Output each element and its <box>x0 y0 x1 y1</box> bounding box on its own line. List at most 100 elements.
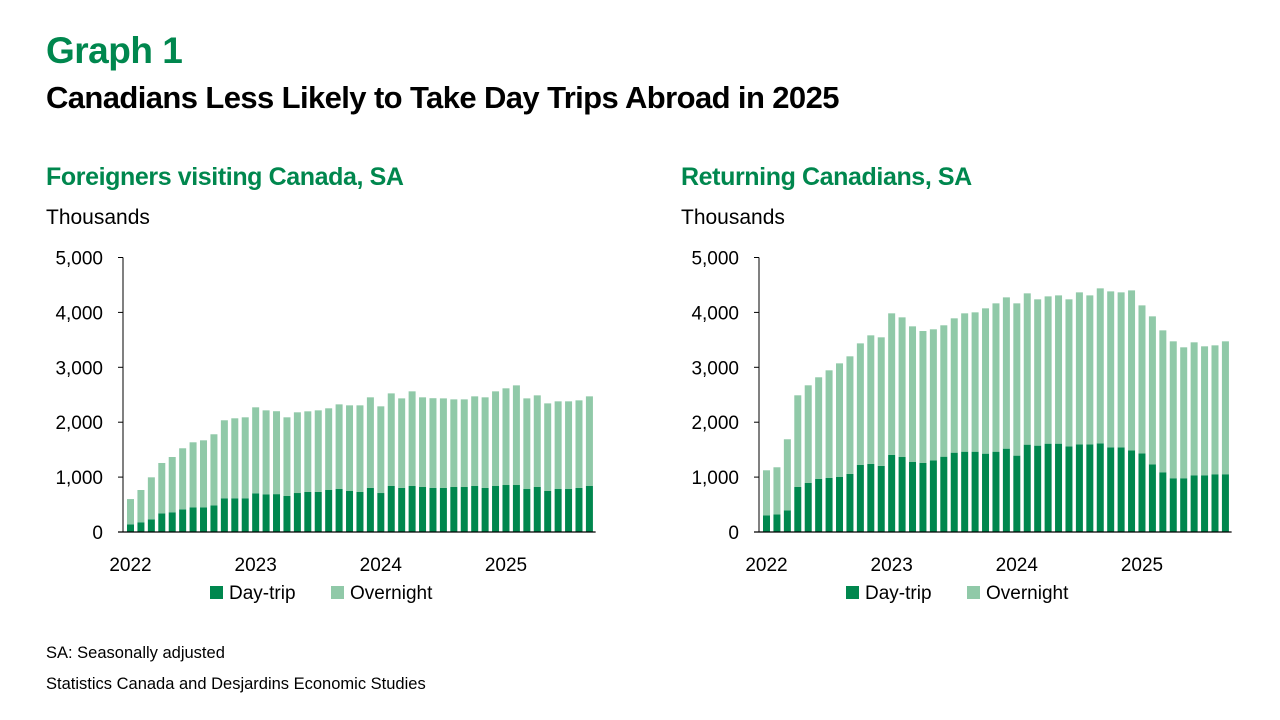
bar-overnight <box>554 401 562 490</box>
bar-overnight <box>856 343 864 465</box>
bar-day-trip <box>1221 474 1229 532</box>
bar-overnight <box>1128 290 1136 451</box>
bar-overnight <box>179 448 187 510</box>
bar-overnight <box>877 337 885 466</box>
y-tick-label: 5,000 <box>55 249 103 270</box>
bar-day-trip <box>773 514 781 532</box>
legend-label-day-trip: Day-trip <box>229 583 296 604</box>
bar-overnight <box>346 405 354 491</box>
bar-day-trip <box>450 486 458 532</box>
legend-label-overnight: Overnight <box>986 583 1069 604</box>
bar-overnight <box>1065 299 1073 447</box>
bar-overnight <box>1169 341 1177 479</box>
bar-overnight <box>1002 297 1010 449</box>
bar-day-trip <box>481 487 489 532</box>
bar-day-trip <box>909 462 917 532</box>
bar-day-trip <box>304 491 312 532</box>
x-tick-label: 2024 <box>996 555 1039 576</box>
bar-overnight <box>325 408 333 491</box>
bar-overnight <box>1086 295 1094 445</box>
y-tick-label: 1,000 <box>691 468 739 489</box>
bar-overnight <box>1138 305 1146 454</box>
bar-day-trip <box>314 491 322 532</box>
bar-day-trip <box>377 493 385 532</box>
bar-overnight <box>523 398 531 490</box>
bar-overnight <box>1044 296 1052 444</box>
bar-day-trip <box>992 451 1000 532</box>
bar-day-trip <box>815 478 823 532</box>
bar-day-trip <box>241 498 249 532</box>
y-axis-unit-returning: Thousands <box>681 206 785 229</box>
footnote-sa: SA: Seasonally adjusted <box>46 644 225 662</box>
bar-overnight <box>471 396 479 486</box>
bar-overnight <box>419 397 427 487</box>
bar-day-trip <box>763 515 770 532</box>
y-tick-label: 2,000 <box>55 413 103 434</box>
legend-label-overnight: Overnight <box>350 583 433 604</box>
y-tick-label: 3,000 <box>55 358 103 379</box>
bar-day-trip <box>846 473 854 532</box>
bar-day-trip <box>492 485 500 532</box>
bar-day-trip <box>1128 450 1136 532</box>
bar-overnight <box>804 385 812 483</box>
y-tick-label: 0 <box>92 523 103 544</box>
bar-day-trip <box>366 487 374 532</box>
bar-day-trip <box>460 486 468 532</box>
bar-overnight <box>429 398 437 488</box>
legend-swatch-day-trip <box>210 586 223 599</box>
graph-label: Graph 1 <box>46 30 183 71</box>
bar-day-trip <box>1023 444 1031 532</box>
bar-day-trip <box>293 493 301 532</box>
bar-day-trip <box>836 476 844 532</box>
chart-returning: 0 1,000 2,000 3,000 4,000 5,000 2022 2023 2024 20… <box>691 249 1232 604</box>
bar-day-trip <box>179 509 187 532</box>
bar-overnight <box>252 407 260 494</box>
bar-overnight <box>481 397 489 488</box>
bar-day-trip <box>429 487 437 532</box>
bar-day-trip <box>262 494 270 532</box>
bar-day-trip <box>544 490 552 532</box>
bar-overnight <box>940 325 948 457</box>
bar-day-trip <box>252 493 260 532</box>
bar-overnight <box>293 412 301 494</box>
bar-overnight <box>544 403 552 491</box>
bar-overnight <box>273 411 281 495</box>
bar-day-trip <box>1075 444 1083 532</box>
bar-overnight <box>888 313 896 455</box>
bar-day-trip <box>439 487 447 532</box>
bar-day-trip <box>512 485 520 532</box>
bar-overnight <box>408 391 416 486</box>
bar-day-trip <box>888 454 896 532</box>
bar-overnight <box>533 395 541 487</box>
bar-overnight <box>1180 347 1188 479</box>
bar-day-trip <box>273 494 281 532</box>
bar-day-trip <box>158 513 166 532</box>
bar-day-trip <box>200 507 208 532</box>
bar-day-trip <box>127 524 134 532</box>
bar-overnight <box>961 313 969 452</box>
bar-overnight <box>1148 316 1156 465</box>
bar-overnight <box>158 462 166 514</box>
bar-overnight <box>366 397 374 488</box>
bar-day-trip <box>877 465 885 532</box>
bar-overnight <box>1159 330 1167 473</box>
bar-overnight <box>147 477 155 520</box>
bar-day-trip <box>867 463 875 532</box>
bar-overnight <box>356 405 364 492</box>
bar-overnight <box>200 440 208 508</box>
bar-overnight <box>1055 295 1063 444</box>
bar-day-trip <box>1190 475 1198 532</box>
bar-day-trip <box>898 457 906 532</box>
bar-overnight <box>836 363 844 477</box>
legend-swatch-overnight <box>331 586 344 599</box>
bar-overnight <box>460 399 468 487</box>
bar-day-trip <box>533 486 541 532</box>
bar-day-trip <box>398 487 406 532</box>
bar-day-trip <box>387 485 395 532</box>
bar-overnight <box>992 303 1000 452</box>
bar-overnight <box>867 335 875 464</box>
bar-overnight <box>909 326 917 463</box>
x-tick-label: 2022 <box>745 555 787 576</box>
bar-day-trip <box>1086 444 1094 532</box>
y-tick-label: 4,000 <box>691 303 739 324</box>
